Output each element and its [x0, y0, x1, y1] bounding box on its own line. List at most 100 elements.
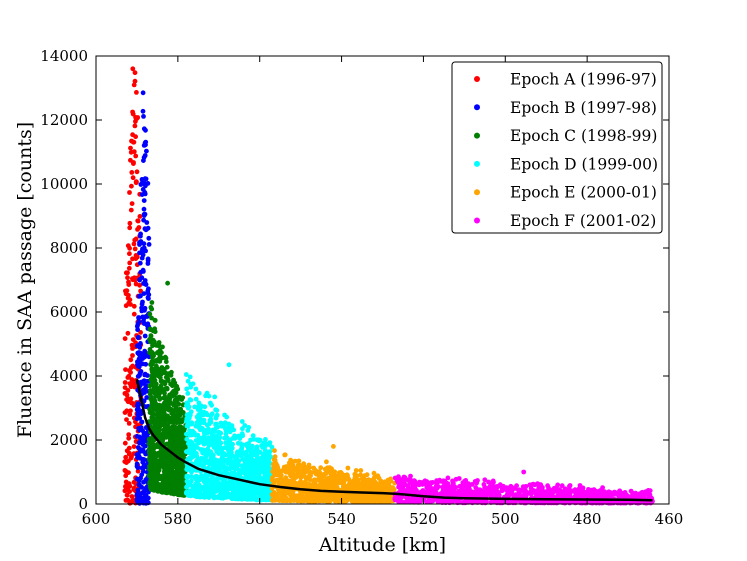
series-point — [640, 494, 646, 500]
series-point — [194, 476, 200, 481]
series-point — [222, 420, 228, 426]
series-point — [321, 474, 327, 479]
series-point — [555, 482, 561, 488]
series-point — [162, 463, 168, 469]
series-point — [318, 478, 323, 484]
series-point — [191, 486, 197, 492]
series-point — [126, 445, 132, 451]
series-point — [371, 470, 377, 476]
series-point — [300, 467, 305, 472]
series-point — [146, 437, 152, 442]
series-point — [151, 339, 157, 344]
x-tick-label: 580 — [164, 510, 193, 528]
legend-label: Epoch D (1999-00) — [510, 155, 658, 173]
x-tick-label: 480 — [573, 510, 602, 528]
series-point — [303, 479, 308, 484]
series-point — [167, 473, 173, 478]
series-point — [486, 479, 491, 485]
series-point — [214, 463, 219, 469]
series-point — [388, 485, 394, 491]
series-point — [585, 489, 590, 495]
series-point — [123, 498, 129, 503]
series-point — [311, 494, 317, 500]
series-point — [132, 246, 138, 252]
series-point — [153, 389, 159, 395]
series-point — [124, 460, 129, 465]
series-point — [345, 465, 351, 471]
series-point — [171, 412, 177, 418]
series-point — [126, 451, 132, 457]
series-point — [219, 423, 224, 429]
series-point — [145, 256, 151, 262]
y-tick-label: 0 — [78, 495, 88, 513]
series-point — [346, 477, 352, 482]
series-point — [134, 416, 140, 422]
series-point — [155, 370, 161, 376]
series-point — [167, 442, 173, 448]
series-point — [301, 497, 307, 503]
series-point — [244, 456, 250, 462]
series-point — [359, 493, 365, 499]
series-point — [272, 458, 278, 463]
series-point — [232, 466, 238, 472]
series-point — [123, 479, 129, 485]
series-point — [163, 424, 169, 430]
series-point — [133, 153, 139, 159]
series-point — [234, 458, 239, 464]
series-point — [330, 482, 336, 487]
series-point — [158, 410, 163, 416]
series-point — [224, 435, 230, 441]
series-point — [464, 482, 469, 487]
series-point — [206, 495, 212, 500]
series-point — [123, 288, 128, 294]
series-point — [190, 381, 196, 387]
series-point — [312, 490, 318, 496]
series-point — [189, 474, 194, 479]
series-point — [189, 492, 195, 498]
y-tick-label: 6000 — [50, 303, 88, 321]
series-point — [130, 175, 136, 181]
series-point — [152, 416, 157, 422]
series-point — [191, 448, 197, 453]
series-peak-point — [331, 444, 336, 449]
series-point — [127, 412, 133, 417]
series-point — [141, 198, 147, 204]
series-point — [124, 392, 130, 398]
series-point — [276, 469, 281, 475]
series-point — [122, 385, 128, 390]
series-point — [142, 354, 147, 360]
series-point — [364, 480, 370, 486]
series-point — [142, 333, 148, 339]
series-point — [143, 176, 149, 182]
series-point — [125, 243, 131, 249]
series-point — [180, 410, 186, 415]
series-point — [128, 370, 134, 375]
series-point — [135, 327, 141, 333]
series-point — [488, 490, 493, 495]
series-point — [174, 398, 180, 403]
series-point — [163, 354, 168, 360]
series-point — [562, 500, 568, 506]
series-point — [155, 485, 161, 491]
series-point — [216, 430, 222, 435]
series-point — [152, 326, 158, 332]
series-point — [140, 428, 146, 434]
series-point — [555, 493, 560, 499]
series-point — [263, 496, 268, 502]
series-point — [487, 484, 492, 490]
series-point — [134, 343, 140, 349]
series-point — [150, 353, 156, 359]
series-point — [395, 480, 401, 486]
series-point — [147, 442, 152, 448]
series-point — [405, 477, 411, 483]
series-point — [282, 452, 288, 458]
series-point — [146, 292, 152, 298]
series-point — [129, 400, 134, 406]
series-point — [224, 489, 229, 495]
series-point — [223, 452, 228, 458]
series-point — [143, 385, 149, 391]
series-point — [189, 468, 195, 473]
series-point — [413, 482, 418, 488]
series-point — [122, 488, 128, 494]
series-point — [189, 478, 194, 484]
